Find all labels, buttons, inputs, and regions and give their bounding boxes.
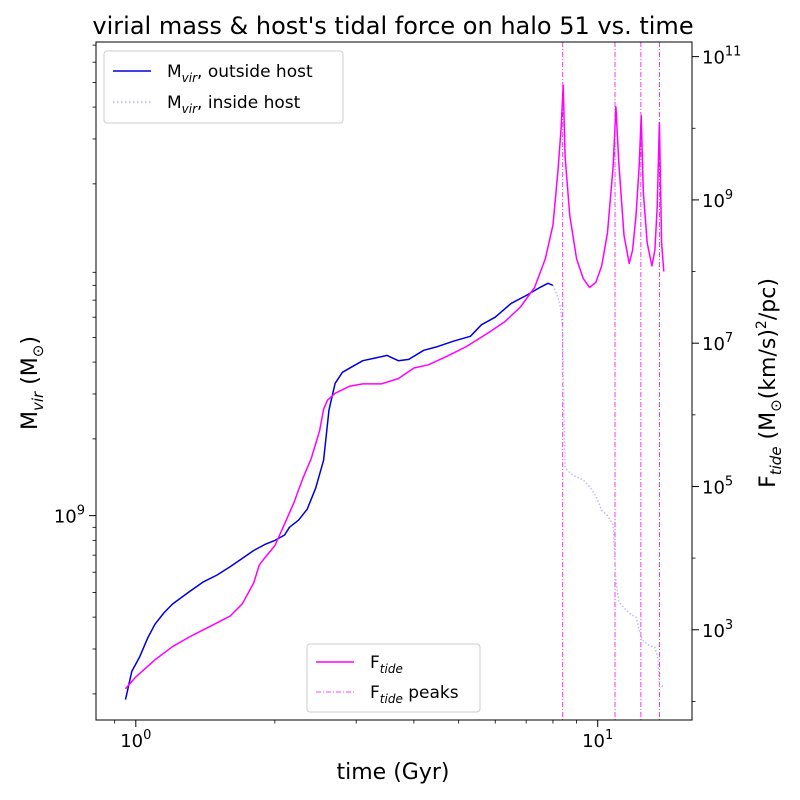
right-tick-label-1: 105 — [702, 474, 733, 498]
plot-series — [124, 42, 665, 720]
legend-mvir-inside-base: M — [167, 93, 182, 113]
legend-lower-box — [306, 643, 481, 713]
chart-title: virial mass & host's tidal force on halo… — [92, 12, 693, 40]
left-tick-base: 10 — [54, 507, 77, 528]
right-tick-exp: 9 — [725, 188, 733, 203]
legend-ftide-peaks-sub: tide — [380, 692, 403, 706]
x-tick-label-0: 100 — [120, 728, 151, 752]
left-y-axis-title-close: ) — [18, 336, 43, 345]
right-tick-exp: 7 — [725, 331, 733, 346]
legend-label-ftide-peaks: Ftide peaks — [370, 683, 459, 706]
x-tick-exp: 1 — [605, 728, 613, 743]
right-tick-label-0: 103 — [702, 618, 733, 642]
x-tick-base: 10 — [582, 731, 605, 752]
legend-mvir-outside-sub: vir — [182, 71, 198, 85]
legend-mvir-inside-rest: , inside host — [197, 93, 301, 113]
right-tick-label-3: 109 — [702, 188, 733, 212]
right-y-axis-title-open: (M — [756, 412, 781, 447]
legend-upper: Mvir, outside host Mvir, inside host — [103, 50, 344, 124]
right-tick-base: 10 — [702, 48, 725, 69]
legend-lower: Ftide Ftide peaks — [306, 643, 481, 713]
right-y-axis-title-tail: /pc) — [756, 278, 781, 320]
right-tick-base: 10 — [702, 191, 725, 212]
legend-label-mvir-inside: Mvir, inside host — [167, 93, 301, 116]
mvir-inside-line — [552, 285, 664, 687]
right-y-axis-title-sun: ⊙ — [767, 399, 785, 412]
legend-mvir-outside-base: M — [167, 62, 182, 82]
left-y-axis-title-base: M — [18, 411, 43, 430]
legend-ftide-peaks-rest: peaks — [403, 683, 459, 703]
right-tick-base: 10 — [702, 477, 725, 498]
right-tick-base: 10 — [702, 334, 725, 355]
legend-ftide-base: F — [370, 653, 380, 673]
legend-label-ftide: Ftide — [370, 653, 403, 676]
right-y-axis-title-base: F — [756, 475, 781, 488]
x-tick-label-1: 101 — [582, 728, 613, 752]
mvir-outside-line — [124, 282, 554, 700]
right-tick-label-4: 1011 — [702, 45, 741, 69]
legend-ftide-peaks-base: F — [370, 683, 380, 703]
left-y-axis-title-sun: ⊙ — [29, 345, 47, 358]
right-y-axis-title-sup: 2 — [754, 320, 770, 329]
left-y-axis-title: Mvir (M⊙) — [18, 336, 47, 430]
right-tick-label-2: 107 — [702, 331, 733, 355]
plot-frame — [95, 41, 693, 721]
right-tick-exp: 11 — [725, 45, 742, 60]
ftide-line — [124, 84, 665, 690]
right-y-axis-title-sub: tide — [767, 446, 785, 475]
right-y-axis-title-mid: (km/s) — [756, 329, 781, 399]
x-tick-exp: 0 — [143, 728, 151, 743]
left-tick-exp: 9 — [77, 504, 85, 519]
legend-mvir-inside-sub: vir — [182, 102, 198, 116]
left-y-axis-title-sub: vir — [29, 391, 47, 411]
left-tick-label-0: 109 — [54, 504, 85, 528]
left-y-axis-title-open: (M — [18, 357, 43, 392]
right-tick-base: 10 — [702, 621, 725, 642]
x-axis-title: time (Gyr) — [337, 760, 450, 785]
legend-label-mvir-outside: Mvir, outside host — [167, 62, 313, 85]
right-tick-exp: 3 — [725, 618, 733, 633]
right-y-axis-title: Ftide (M⊙(km/s)2/pc) — [754, 278, 785, 488]
legend-ftide-sub: tide — [380, 662, 403, 676]
right-tick-exp: 5 — [725, 474, 733, 489]
legend-upper-box — [103, 50, 344, 124]
x-tick-base: 10 — [120, 731, 143, 752]
legend-mvir-outside-rest: , outside host — [197, 62, 313, 82]
